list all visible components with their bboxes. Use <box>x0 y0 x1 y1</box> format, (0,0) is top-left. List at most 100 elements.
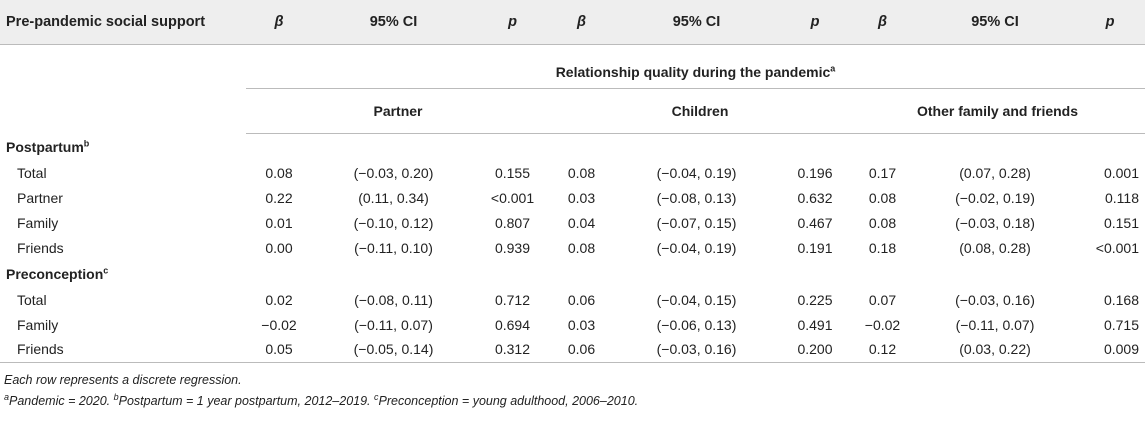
table-row: Friends 0.00 (−0.11, 0.10) 0.939 0.08 (−0.04,… <box>0 235 1145 260</box>
table-notes: Each row represents a discrete regressio… <box>4 370 638 412</box>
cell-ci: (−0.02, 0.19) <box>955 189 1035 206</box>
cell-p: 0.009 <box>1075 337 1145 363</box>
table-row: Total 0.08 (−0.03, 0.20) 0.155 0.08 (−0.04, 0… <box>0 160 1145 185</box>
cell-ci: (−0.11, 0.10) <box>354 239 433 256</box>
header-ci-partner: 95% CI <box>312 0 475 45</box>
table-row: Family 0.01 (−0.10, 0.12) 0.807 0.04 (−0.07, … <box>0 210 1145 235</box>
cell-p: <0.001 <box>490 189 535 206</box>
cell-ci: (−0.10, 0.12) <box>353 214 434 231</box>
cell-p: 0.632 <box>797 189 833 206</box>
cell-ci: (−0.03, 0.18) <box>955 214 1035 231</box>
group-children: Children <box>550 88 850 134</box>
section-label: Postpartumb <box>6 138 90 155</box>
regression-table: Pre-pandemic social support β 95% CI p β… <box>0 0 1145 363</box>
cell-p: 0.939 <box>494 239 531 256</box>
cell-beta: 0.06 <box>550 337 613 363</box>
cell-ci: (−0.03, 0.20) <box>353 164 434 181</box>
header-ci-other: 95% CI <box>915 0 1075 45</box>
header-p-children: p <box>780 0 850 45</box>
cell-ci: (0.03, 0.22) <box>915 337 1075 363</box>
header-beta-children: β <box>550 0 613 45</box>
header-row: Pre-pandemic social support β 95% CI p β… <box>0 0 1145 45</box>
cell-ci: (−0.08, 0.13) <box>656 189 737 206</box>
cell-beta: 0.12 <box>850 337 915 363</box>
cell-ci: (0.08, 0.28) <box>959 239 1031 256</box>
cell-ci: (−0.11, 0.07) <box>354 316 433 333</box>
cell-p: 0.196 <box>797 164 833 181</box>
group-other-family-friends: Other family and friends <box>850 88 1145 134</box>
cell-beta: 0.06 <box>567 291 596 308</box>
cell-p: 0.191 <box>797 239 833 256</box>
cell-beta: 0.08 <box>868 189 897 206</box>
row-label: Partner <box>17 189 63 206</box>
group-row: Partner Children Other family and friend… <box>0 88 1145 134</box>
cell-beta: 0.02 <box>265 291 293 308</box>
cell-p: 0.807 <box>494 214 531 231</box>
section-row: Postpartumb <box>0 133 1145 160</box>
header-p-partner: p <box>475 0 550 45</box>
cell-beta: 0.08 <box>868 214 897 231</box>
row-label: Friends <box>17 239 64 256</box>
cell-beta: 0.01 <box>265 214 293 231</box>
cell-ci: (−0.11, 0.07) <box>955 316 1035 333</box>
cell-p: 0.715 <box>1103 316 1139 333</box>
header-label: Pre-pandemic social support <box>0 0 246 45</box>
cell-p: 0.467 <box>797 214 833 231</box>
cell-beta: 0.17 <box>868 164 897 181</box>
table-row: Partner 0.22 (0.11, 0.34) <0.001 0.03 (−0.08,… <box>0 185 1145 210</box>
section-label: Preconceptionc <box>6 264 109 282</box>
cell-p: 0.712 <box>494 291 531 308</box>
cell-ci: (−0.03, 0.16) <box>955 291 1035 308</box>
cell-ci: (−0.06, 0.13) <box>656 316 737 333</box>
cell-beta: −0.02 <box>864 316 901 333</box>
cell-p: 0.312 <box>475 337 550 363</box>
cell-p: 0.694 <box>494 316 531 333</box>
table-row: Friends 0.05 (−0.05, 0.14) 0.312 0.06 (−0.03,… <box>0 337 1145 363</box>
cell-ci: (−0.04, 0.15) <box>656 291 737 308</box>
group-partner: Partner <box>246 88 550 134</box>
row-label: Total <box>17 291 47 308</box>
header-beta-other: β <box>850 0 915 45</box>
table-row: Total 0.02 (−0.08, 0.11) 0.712 0.06 (−0.04, 0… <box>0 287 1145 312</box>
cell-beta: 0.22 <box>265 189 293 206</box>
row-label: Family <box>17 214 59 231</box>
cell-p: 0.491 <box>797 316 833 333</box>
cell-p: 0.151 <box>1103 214 1139 231</box>
cell-ci: (−0.04, 0.19) <box>656 239 737 256</box>
cell-ci: (−0.04, 0.19) <box>656 164 737 181</box>
table-row: Family −0.02 (−0.11, 0.07) 0.694 0.03 (−0.06,… <box>0 312 1145 337</box>
header-p-other: p <box>1075 0 1145 45</box>
cell-p: 0.168 <box>1103 291 1139 308</box>
row-label: Total <box>17 164 47 181</box>
cell-p: 0.155 <box>494 164 531 181</box>
cell-p: 0.225 <box>797 291 833 308</box>
cell-ci: (−0.03, 0.16) <box>613 337 780 363</box>
cell-beta: 0.18 <box>868 239 897 256</box>
note-line-1: Each row represents a discrete regressio… <box>4 373 242 387</box>
cell-beta: 0.07 <box>868 291 897 308</box>
note-line-2: aPandemic = 2020. bPostpartum = 1 year p… <box>4 391 639 408</box>
row-label: Friends <box>0 337 246 363</box>
cell-beta: 0.00 <box>265 239 293 256</box>
header-ci-children: 95% CI <box>613 0 780 45</box>
section-row: Preconceptionc <box>0 260 1145 287</box>
cell-p: 0.200 <box>780 337 850 363</box>
cell-ci: (−0.07, 0.15) <box>656 214 737 231</box>
cell-beta: 0.08 <box>567 239 596 256</box>
cell-p: 0.118 <box>1105 189 1139 206</box>
header-beta-partner: β <box>246 0 312 45</box>
cell-ci: (0.07, 0.28) <box>959 164 1031 181</box>
spanner-row: Relationship quality during the pandemic… <box>0 44 1145 89</box>
cell-ci: (0.11, 0.34) <box>358 189 429 206</box>
cell-beta: 0.04 <box>567 214 596 231</box>
cell-beta: 0.05 <box>246 337 312 363</box>
row-label: Family <box>17 316 59 333</box>
cell-beta: 0.08 <box>567 164 596 181</box>
cell-ci: (−0.05, 0.14) <box>312 337 475 363</box>
cell-beta: 0.08 <box>265 164 293 181</box>
cell-p: 0.001 <box>1103 164 1139 181</box>
cell-ci: (−0.08, 0.11) <box>354 291 433 308</box>
cell-beta: −0.02 <box>261 316 297 333</box>
cell-beta: 0.03 <box>567 189 596 206</box>
